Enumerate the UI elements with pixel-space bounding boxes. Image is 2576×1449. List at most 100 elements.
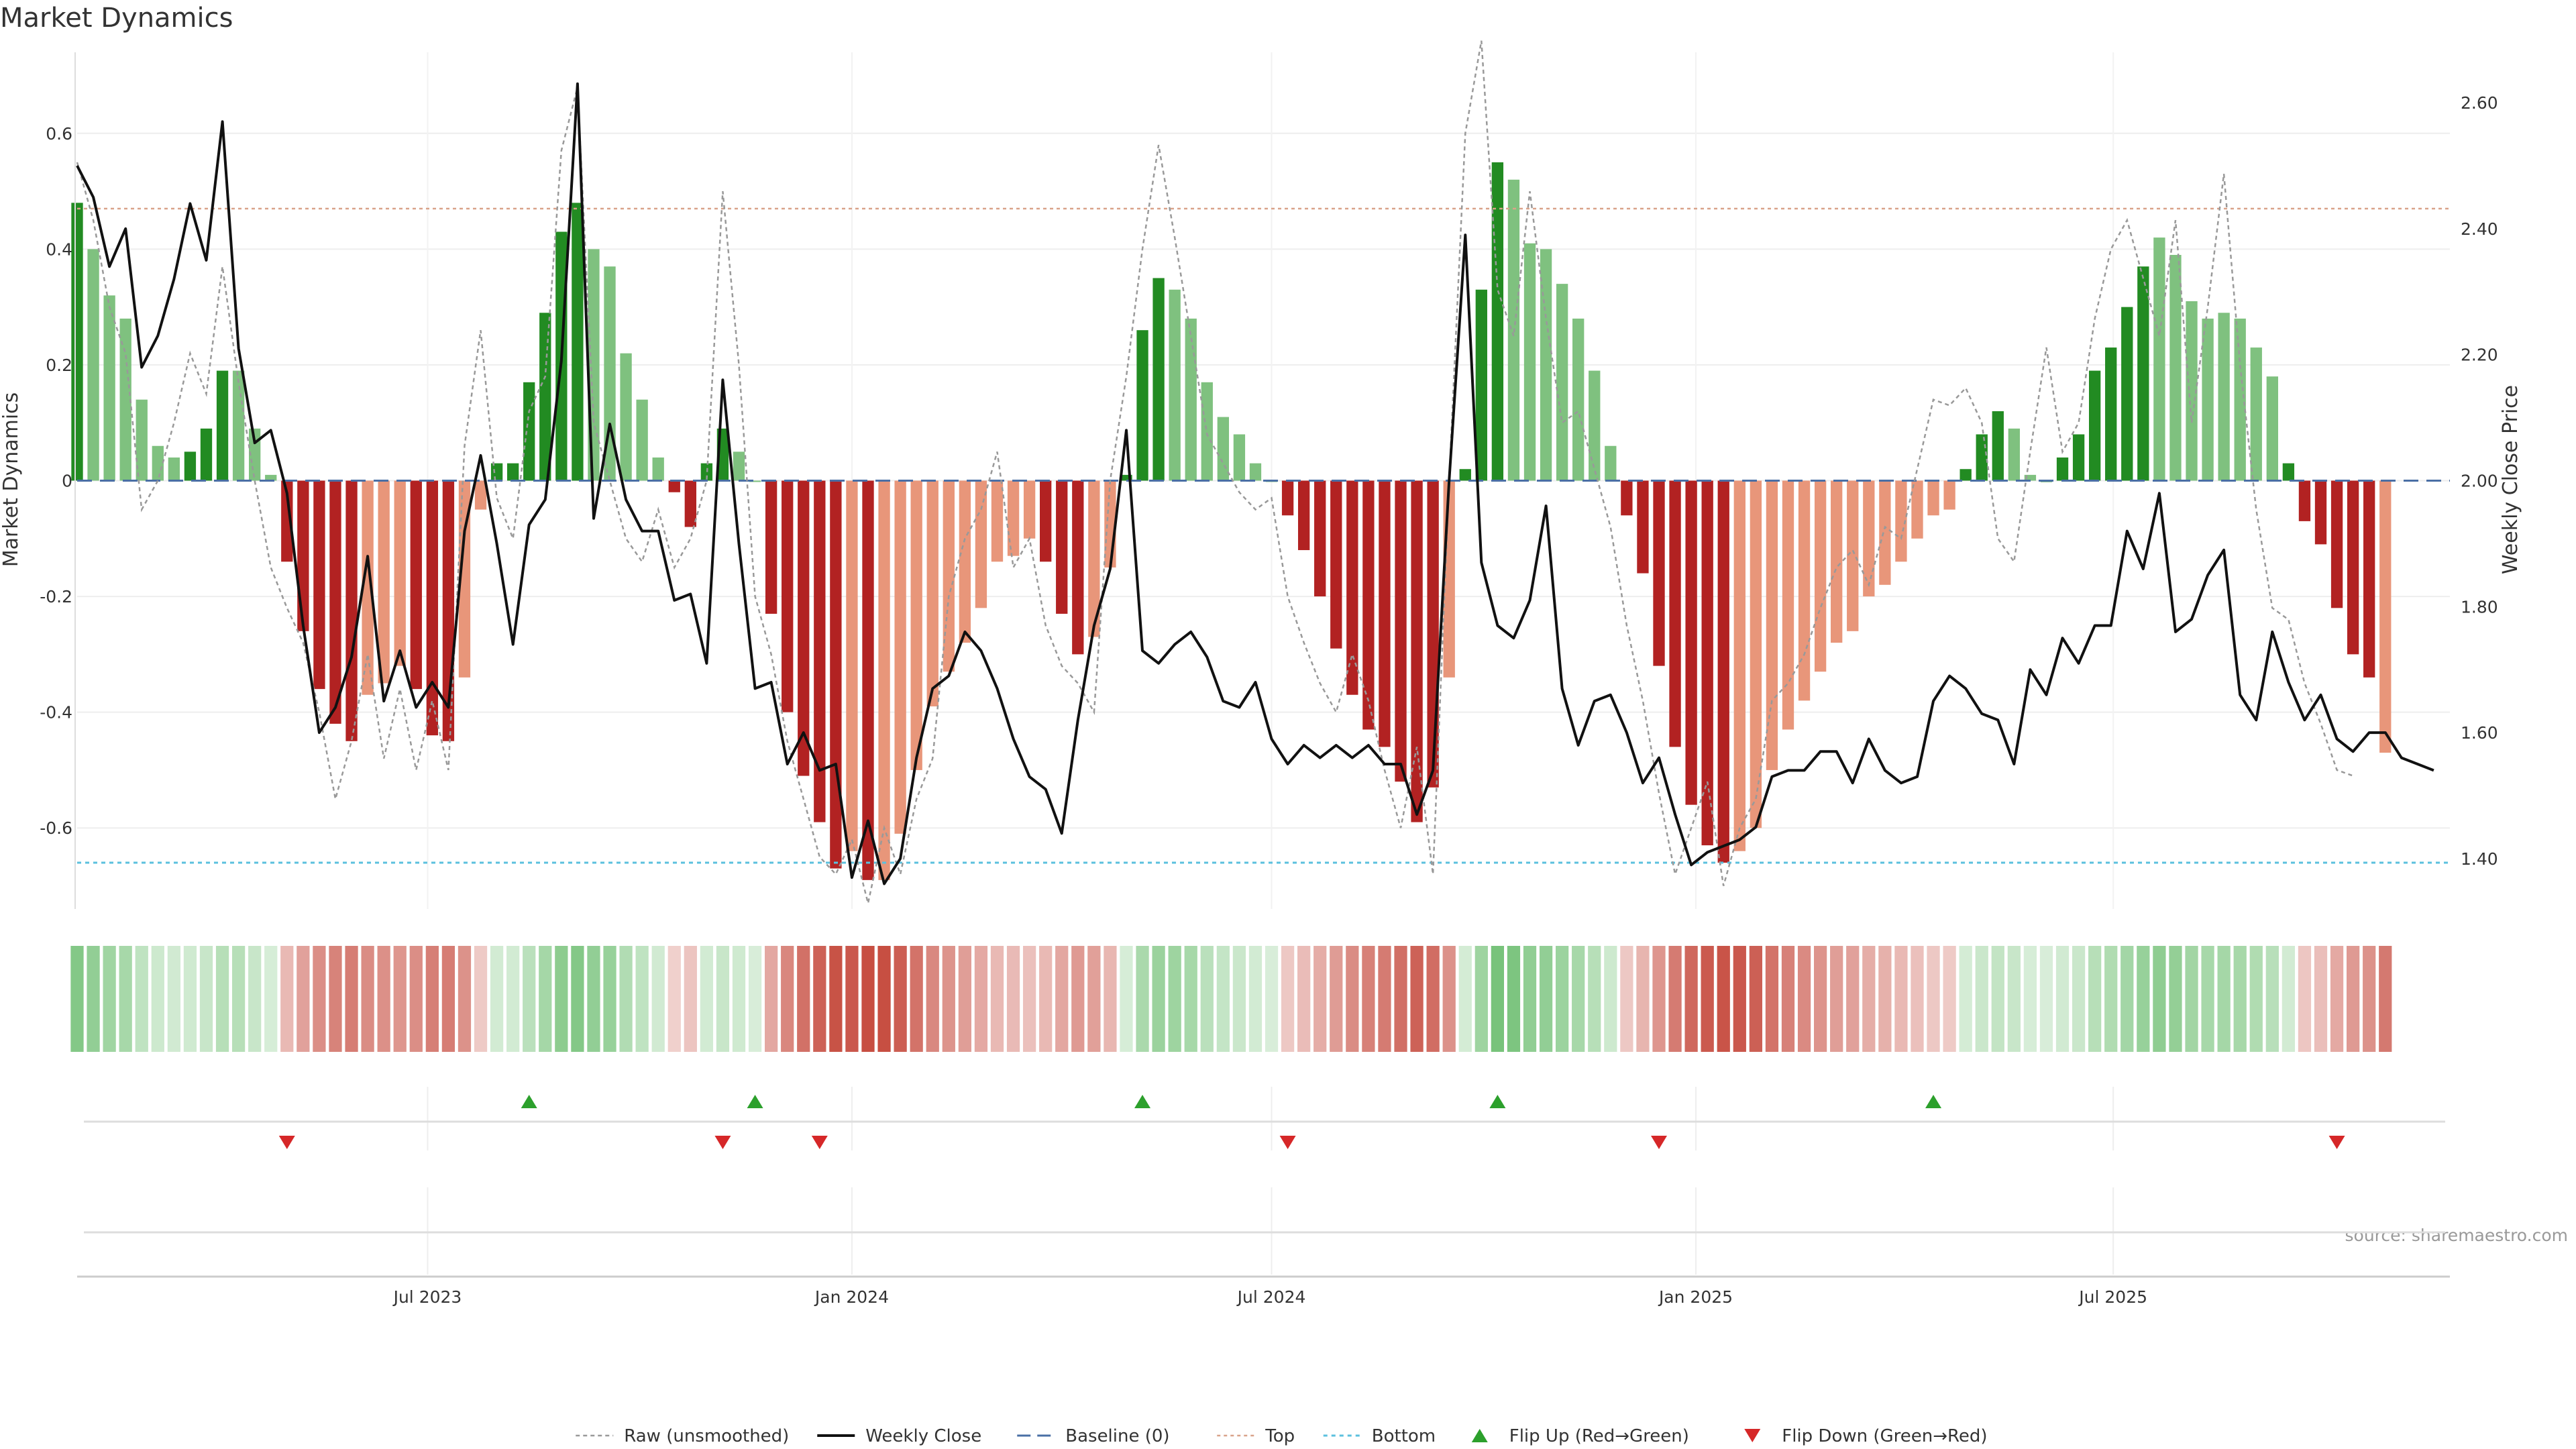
dynamics-bar (991, 480, 1004, 562)
dynamics-bar (1701, 480, 1713, 846)
heat-cell (70, 946, 84, 1052)
heat-cell (2347, 946, 2360, 1052)
dynamics-bar (749, 480, 761, 482)
dynamics-bar (1281, 480, 1294, 516)
legend-item-bottom: Bottom (1323, 1426, 1436, 1446)
legend-item-top: Top (1217, 1426, 1295, 1446)
heat-cell (942, 946, 955, 1052)
heat-cell (1846, 946, 1860, 1052)
heat-cell (1104, 946, 1117, 1052)
heat-cell (1556, 946, 1569, 1052)
legend-swatch (1471, 1429, 1488, 1442)
x-tick-label: Jan 2024 (814, 1287, 889, 1307)
legend-label: Flip Up (Red→Green) (1509, 1426, 1689, 1446)
dynamics-bar (1330, 480, 1342, 649)
heat-cell (555, 946, 568, 1052)
y2-tick-label: 2.60 (2461, 93, 2498, 113)
dynamics-bar (1314, 480, 1326, 597)
dynamics-bar (846, 480, 858, 851)
heat-cell (1878, 946, 1892, 1052)
dynamics-bar (539, 313, 551, 481)
heat-cell (1297, 946, 1311, 1052)
flip-down-marker (811, 1136, 828, 1149)
dynamics-bar (2024, 474, 2037, 481)
dynamics-bar (2088, 370, 2101, 481)
dynamics-bar (71, 203, 83, 481)
heat-cell (2314, 946, 2328, 1052)
dynamics-bar (410, 480, 422, 690)
dynamics-bar (458, 480, 471, 678)
dynamics-bar (2121, 307, 2133, 481)
heat-cell (716, 946, 730, 1052)
dynamics-bar (1443, 480, 1455, 678)
y2-tick-label: 1.40 (2461, 849, 2498, 869)
heat-cell (1894, 946, 1908, 1052)
dynamics-bar (943, 480, 955, 672)
heat-cell (651, 946, 665, 1052)
legend-item-flip_down: Flip Down (Green→Red) (1744, 1426, 1988, 1446)
heat-cell (587, 946, 600, 1052)
heat-cell (748, 946, 762, 1052)
heat-cell (506, 946, 520, 1052)
dynamics-bar (1395, 480, 1407, 782)
heat-cell (1346, 946, 1359, 1052)
dynamics-bar (926, 480, 938, 707)
y2-tick-label: 2.40 (2461, 219, 2498, 239)
heat-cell (523, 946, 536, 1052)
flip-down-marker (714, 1136, 731, 1149)
heat-cell (1071, 946, 1085, 1052)
heat-cell (894, 946, 907, 1052)
dynamics-bar (362, 480, 374, 695)
heat-cell (1572, 946, 1585, 1052)
dynamics-bar (87, 249, 99, 481)
dynamics-bar (1927, 480, 1939, 516)
heat-cell (1636, 946, 1650, 1052)
y-tick-label: 0.4 (46, 239, 72, 259)
heat-cell (1620, 946, 1633, 1052)
heat-cell (1539, 946, 1553, 1052)
heat-cell (409, 946, 423, 1052)
heat-cell (2137, 946, 2150, 1052)
heat-cell (1313, 946, 1327, 1052)
x-tick-label: Jul 2023 (392, 1287, 462, 1307)
flip-markers-panel (84, 1095, 2445, 1149)
weekly-close-line (76, 82, 2434, 885)
heat-cell (151, 946, 164, 1052)
heat-cell (1765, 946, 1779, 1052)
dynamics-bar (136, 399, 148, 481)
source-label: source: sharemaestro.com (2345, 1226, 2569, 1245)
regime-heat-strip (70, 946, 2392, 1052)
y2-axis-label: Weekly Close Price (2499, 385, 2522, 574)
heat-cell (1701, 946, 1714, 1052)
dynamics-bar (1491, 162, 1504, 481)
dynamics-bar (1572, 318, 1585, 481)
dynamics-bar (1427, 480, 1439, 788)
heat-cell (231, 946, 246, 1052)
dynamics-bar (1831, 480, 1843, 643)
heat-cell (732, 946, 746, 1052)
reference-lines (77, 207, 2450, 864)
heat-cell (539, 946, 552, 1052)
heat-cell (2201, 946, 2214, 1052)
dynamics-bar (2298, 480, 2311, 521)
dynamics-bar (1120, 474, 1132, 481)
heat-cell (1813, 946, 1827, 1052)
heat-cell (280, 946, 294, 1052)
dynamics-bar (959, 480, 971, 643)
heat-cell (1668, 946, 1682, 1052)
dynamics-bar (1847, 480, 1859, 631)
dynamics-bar (830, 480, 842, 869)
legend-item-flip_up: Flip Up (Red→Green) (1471, 1426, 1689, 1446)
heat-cell (2104, 946, 2118, 1052)
heat-cell (781, 946, 794, 1052)
dynamics-bar (1685, 480, 1697, 805)
dynamics-bar (652, 457, 664, 481)
dynamics-bar (2250, 347, 2262, 481)
dynamics-bar (1589, 370, 1601, 481)
heat-cell (1168, 946, 1181, 1052)
flip-up-marker (747, 1095, 763, 1108)
dynamics-bar (2072, 434, 2085, 481)
heat-cell (700, 946, 714, 1052)
heat-cell (1362, 946, 1375, 1052)
heat-cell (103, 946, 116, 1052)
